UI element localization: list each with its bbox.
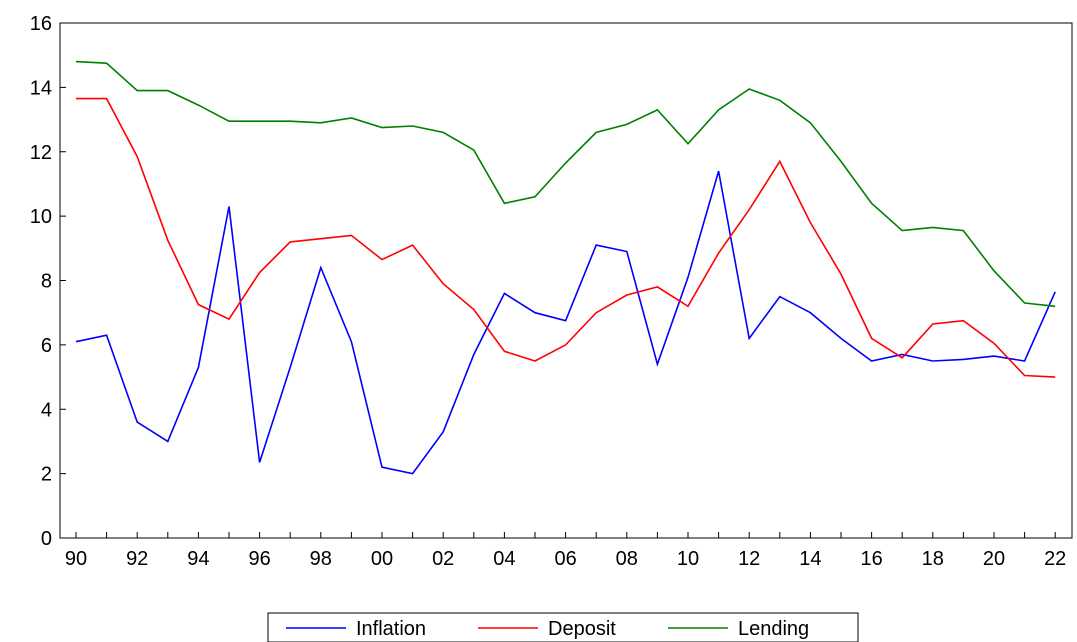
- y-tick-label: 2: [41, 464, 52, 486]
- x-tick-label: 10: [677, 548, 699, 570]
- legend-label-inflation: Inflation: [356, 618, 426, 640]
- legend-label-lending: Lending: [738, 618, 809, 640]
- x-tick-label: 94: [187, 548, 209, 570]
- x-tick-label: 06: [554, 548, 576, 570]
- y-tick-label: 12: [30, 142, 52, 164]
- x-tick-label: 12: [738, 548, 760, 570]
- x-tick-label: 08: [616, 548, 638, 570]
- x-tick-label: 22: [1044, 548, 1066, 570]
- legend-label-deposit: Deposit: [548, 618, 616, 640]
- y-tick-label: 16: [30, 13, 52, 35]
- x-tick-label: 20: [983, 548, 1005, 570]
- legend-box: [267, 612, 859, 642]
- x-tick-label: 96: [248, 548, 270, 570]
- y-tick-label: 4: [41, 399, 52, 421]
- x-tick-label: 18: [922, 548, 944, 570]
- x-axis: 90 92 94 96 98 00 02 04 06 08 10 12 14 16 18 20 22: [65, 532, 1066, 570]
- x-tick-label: 04: [493, 548, 515, 570]
- series-line-lending: [75, 60, 1056, 308]
- series-line-inflation: [75, 170, 1056, 475]
- x-tick-label: 14: [799, 548, 821, 570]
- y-axis: 0 2 4 6 8 10 12 14 16: [30, 13, 66, 550]
- x-tick-label: 00: [371, 548, 393, 570]
- y-tick-label: 8: [41, 271, 52, 293]
- series-line-deposit: [76, 97, 1056, 378]
- x-tick-label: 92: [126, 548, 148, 570]
- y-tick-label: 0: [41, 528, 52, 550]
- x-tick-label: 02: [432, 548, 454, 570]
- x-tick-label: 16: [860, 548, 882, 570]
- y-tick-label: 10: [30, 206, 52, 228]
- x-tick-label: 90: [65, 548, 87, 570]
- y-tick-label: 6: [41, 335, 52, 357]
- x-tick-label: 98: [310, 548, 332, 570]
- legend: Inflation Deposit Lending: [267, 612, 859, 642]
- series-lines: [75, 60, 1056, 475]
- plot-area: [59, 22, 1073, 539]
- y-tick-label: 14: [30, 77, 52, 99]
